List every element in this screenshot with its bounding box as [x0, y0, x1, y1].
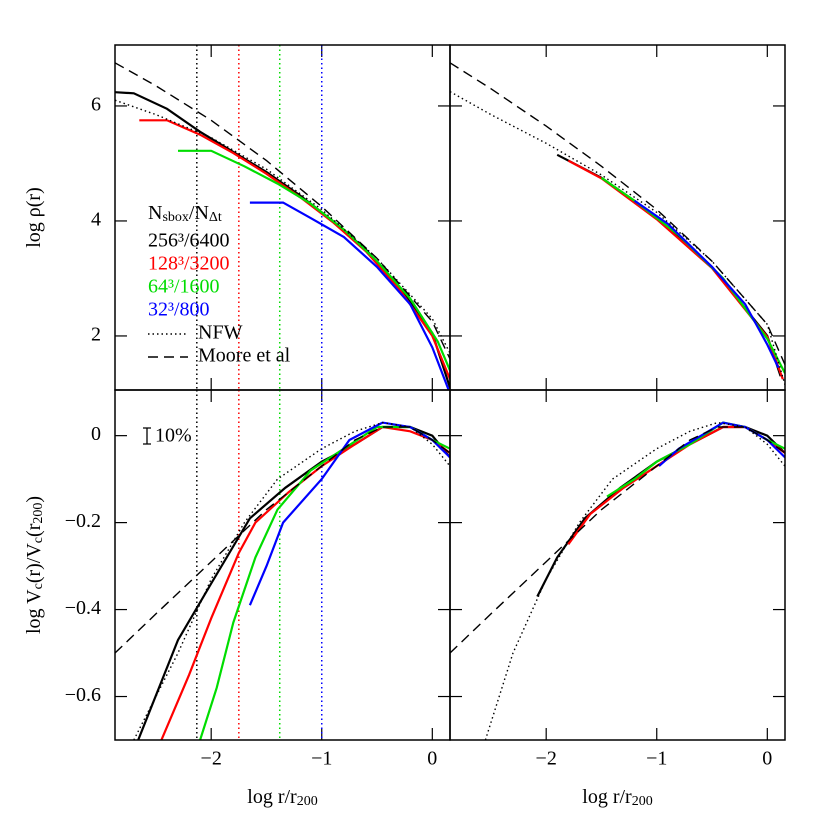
label-part: log r/r: [582, 786, 632, 808]
panel: −2 −1 0 log r/r200: [449, 389, 786, 810]
label-part: (r)/V: [23, 543, 45, 584]
series-line: [450, 426, 785, 654]
label-part: log V: [23, 589, 45, 634]
series-line: [249, 201, 450, 390]
y-tick-label: 2: [91, 324, 101, 346]
subscript: c: [31, 537, 46, 543]
y-tick-label: −0.6: [65, 684, 101, 706]
series-line: [633, 199, 780, 369]
legend-entry: 128³/3200: [148, 253, 230, 275]
series-line: [484, 421, 785, 740]
x-axis-label: log r/r200: [582, 786, 652, 810]
subscript: 200: [632, 794, 653, 809]
legend-entry: 256³/6400: [148, 230, 230, 252]
series-line: [536, 425, 785, 597]
legend-entry: 32³/800: [148, 299, 210, 321]
subscript: 200: [297, 794, 318, 809]
subscript: Δt: [209, 210, 222, 225]
label-part: (r: [23, 523, 45, 537]
label-part: N: [148, 202, 162, 224]
legend-entry: 64³/1600: [148, 276, 220, 298]
x-axis-label: log r/r200: [247, 786, 317, 810]
series-line: [658, 421, 785, 467]
x-tick-label: −1: [646, 748, 667, 770]
series-line: [248, 421, 450, 606]
y-axis-label: log ρ(r): [23, 187, 45, 248]
x-tick-label: −1: [311, 748, 332, 770]
panel-frame: [449, 44, 786, 391]
y-tick-label: 0: [91, 423, 101, 445]
error-scale-bar: [143, 427, 151, 445]
y-tick-label: 4: [91, 209, 101, 231]
series-line: [556, 153, 782, 377]
series-line: [567, 159, 784, 380]
annotation: 10%: [155, 425, 192, 447]
y-tick-label: 6: [91, 94, 101, 116]
label-part: /N: [189, 202, 209, 224]
panel-frame: [449, 389, 786, 741]
label-part: ): [23, 496, 45, 503]
series-line: [137, 425, 450, 740]
x-tick-label: −2: [201, 748, 222, 770]
legend-entry: NFW: [198, 322, 243, 344]
label-part: log r/r: [247, 786, 297, 808]
series-line: [115, 426, 450, 654]
series-line: [567, 425, 785, 545]
subscript: c: [31, 583, 46, 589]
series-line: [133, 421, 450, 740]
x-tick-label: −2: [536, 748, 557, 770]
x-tick-label: 0: [762, 748, 772, 770]
subscript: sbox: [162, 210, 188, 225]
legend-title: Nsbox/NΔt: [148, 202, 222, 226]
series-line: [450, 90, 785, 385]
subscript: 200: [31, 503, 46, 524]
legend-entry: Moore et al: [198, 345, 291, 367]
series-line: [600, 176, 785, 374]
y-tick-label: −0.2: [65, 510, 101, 532]
series-line: [115, 62, 450, 360]
y-axis-label: log Vc(r)/Vc(r200): [23, 496, 47, 634]
x-tick-label: 0: [427, 748, 437, 770]
series-line: [450, 62, 785, 365]
panel: [449, 44, 786, 391]
y-tick-label: −0.4: [65, 597, 101, 619]
label-part: log ρ(r): [23, 187, 45, 248]
panel: 2 4 6 log ρ(r) Nsbox/NΔt 256³/6400128³/320064…: [23, 44, 451, 391]
series-line: [178, 149, 450, 371]
